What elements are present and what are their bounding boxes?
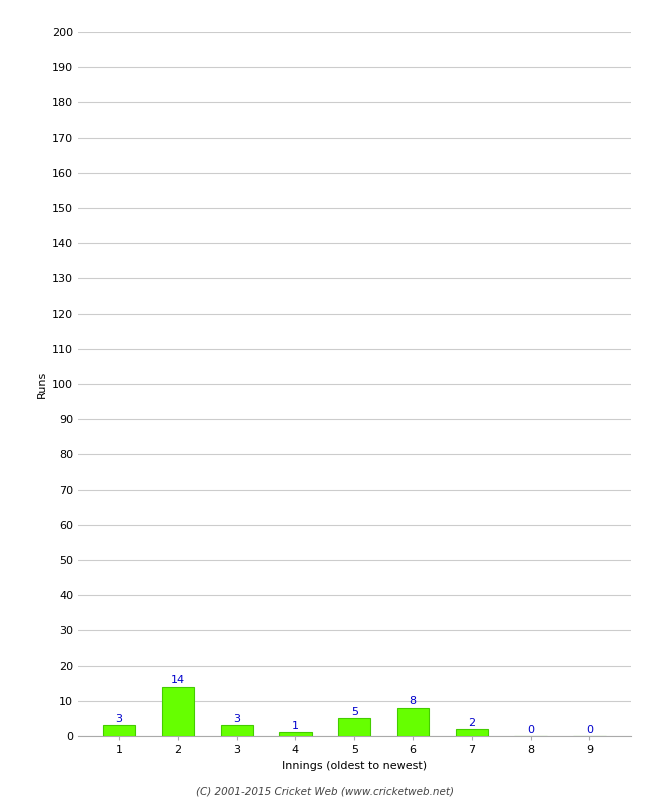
Bar xyxy=(397,708,429,736)
Text: 1: 1 xyxy=(292,721,299,731)
Y-axis label: Runs: Runs xyxy=(36,370,46,398)
Bar xyxy=(280,733,311,736)
X-axis label: Innings (oldest to newest): Innings (oldest to newest) xyxy=(281,761,427,770)
Bar xyxy=(456,729,488,736)
Bar xyxy=(162,686,194,736)
Text: 3: 3 xyxy=(233,714,240,724)
Text: (C) 2001-2015 Cricket Web (www.cricketweb.net): (C) 2001-2015 Cricket Web (www.cricketwe… xyxy=(196,786,454,796)
Bar xyxy=(338,718,370,736)
Text: 2: 2 xyxy=(468,718,475,727)
Text: 8: 8 xyxy=(410,697,417,706)
Bar xyxy=(103,726,135,736)
Text: 3: 3 xyxy=(116,714,123,724)
Bar xyxy=(220,726,253,736)
Text: 5: 5 xyxy=(351,707,358,717)
Text: 0: 0 xyxy=(586,725,593,734)
Text: 14: 14 xyxy=(171,675,185,686)
Text: 0: 0 xyxy=(527,725,534,734)
